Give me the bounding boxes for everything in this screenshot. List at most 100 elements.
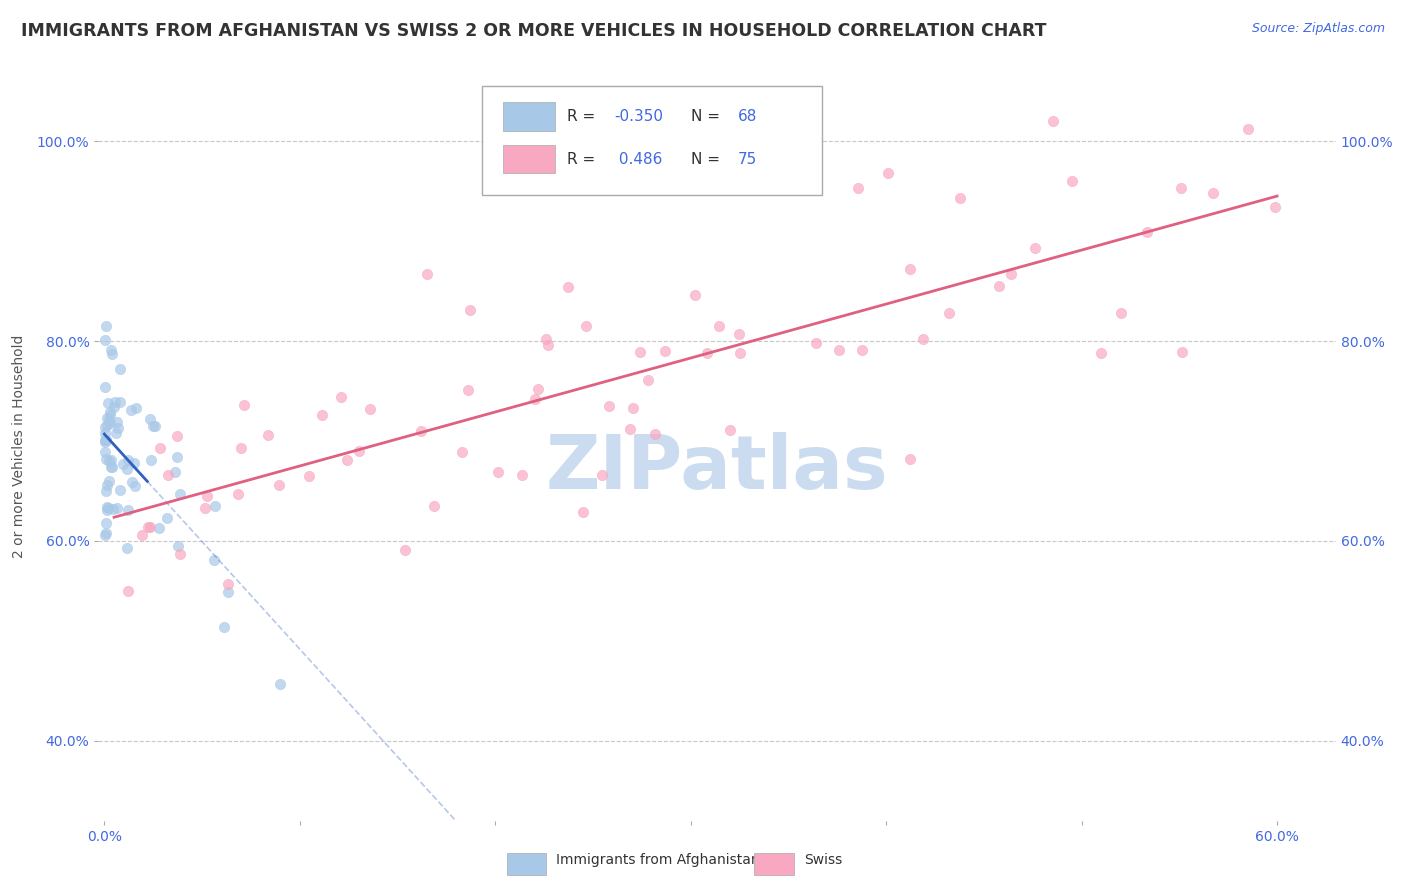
Y-axis label: 2 or more Vehicles in Household: 2 or more Vehicles in Household <box>11 334 25 558</box>
Point <box>108 362 131 376</box>
Point <box>297 469 319 483</box>
Point <box>592 468 614 483</box>
Point <box>94 433 117 447</box>
Point <box>486 465 509 479</box>
Point <box>194 501 217 516</box>
Point <box>97 474 120 488</box>
Point <box>336 453 359 467</box>
Point <box>98 409 121 423</box>
Point <box>217 584 239 599</box>
Text: R =: R = <box>568 109 600 124</box>
FancyBboxPatch shape <box>754 853 794 875</box>
Point <box>100 460 122 475</box>
Text: 75: 75 <box>738 152 758 167</box>
Point <box>1236 121 1258 136</box>
Point <box>169 487 191 501</box>
Point <box>149 441 172 455</box>
Point <box>728 326 751 341</box>
Point <box>709 319 731 334</box>
Point <box>696 345 718 359</box>
Point <box>94 434 117 448</box>
Text: N =: N = <box>692 109 725 124</box>
Point <box>411 424 433 438</box>
Point <box>139 520 162 534</box>
Point <box>94 318 117 333</box>
Text: R =: R = <box>568 152 600 167</box>
Point <box>637 373 659 387</box>
Point <box>94 451 117 466</box>
Point <box>415 268 437 282</box>
Point <box>100 459 122 474</box>
Point <box>94 420 117 434</box>
Point <box>93 435 115 450</box>
Text: -0.350: -0.350 <box>614 109 664 124</box>
Point <box>165 465 187 479</box>
Point <box>98 416 121 430</box>
Point <box>94 516 117 530</box>
Point <box>575 318 598 333</box>
Point <box>117 453 139 467</box>
Point <box>105 426 128 441</box>
Point <box>125 401 148 416</box>
FancyBboxPatch shape <box>482 87 823 195</box>
Point <box>1090 345 1112 359</box>
Point <box>94 434 117 448</box>
Point <box>267 477 290 491</box>
Point <box>233 398 256 412</box>
Point <box>457 383 479 397</box>
Point <box>108 394 131 409</box>
Point <box>394 542 416 557</box>
Point <box>124 479 146 493</box>
Point <box>217 577 239 591</box>
Point <box>117 462 139 476</box>
FancyBboxPatch shape <box>503 102 555 130</box>
Text: 0.486: 0.486 <box>614 152 662 167</box>
Point <box>1042 114 1064 128</box>
Point <box>100 343 122 358</box>
Point <box>136 519 159 533</box>
Point <box>148 520 170 534</box>
Point <box>257 428 280 442</box>
Point <box>347 444 370 458</box>
Text: Immigrants from Afghanistan: Immigrants from Afghanistan <box>557 853 759 867</box>
Point <box>628 345 651 359</box>
Point <box>330 390 353 404</box>
Point <box>1170 345 1192 359</box>
Point <box>96 478 118 492</box>
Point <box>96 410 118 425</box>
Text: ZIPatlas: ZIPatlas <box>546 432 889 505</box>
Point <box>105 500 128 515</box>
Point <box>450 445 472 459</box>
Point <box>654 343 676 358</box>
Point <box>93 445 115 459</box>
Point <box>804 335 827 350</box>
Point <box>204 500 226 514</box>
Point <box>512 467 534 482</box>
Text: Swiss: Swiss <box>804 853 842 867</box>
Point <box>938 306 960 320</box>
Point <box>1170 181 1192 195</box>
Point <box>100 453 122 467</box>
Point <box>96 418 118 433</box>
Point <box>96 503 118 517</box>
Text: Source: ZipAtlas.com: Source: ZipAtlas.com <box>1251 22 1385 36</box>
Point <box>166 450 188 464</box>
Point <box>231 442 253 456</box>
Point <box>728 346 751 360</box>
Point <box>103 502 125 516</box>
Point <box>458 303 481 318</box>
Point <box>105 415 128 429</box>
Point <box>912 332 935 346</box>
Point <box>94 527 117 541</box>
Point <box>1202 186 1225 201</box>
Point <box>122 456 145 470</box>
Point <box>138 412 160 426</box>
Point <box>98 454 121 468</box>
Point <box>195 489 218 503</box>
Point <box>720 423 742 437</box>
Point <box>94 333 117 347</box>
Point <box>100 347 122 361</box>
Point <box>157 468 180 483</box>
Point <box>166 429 188 443</box>
Point <box>103 400 125 414</box>
